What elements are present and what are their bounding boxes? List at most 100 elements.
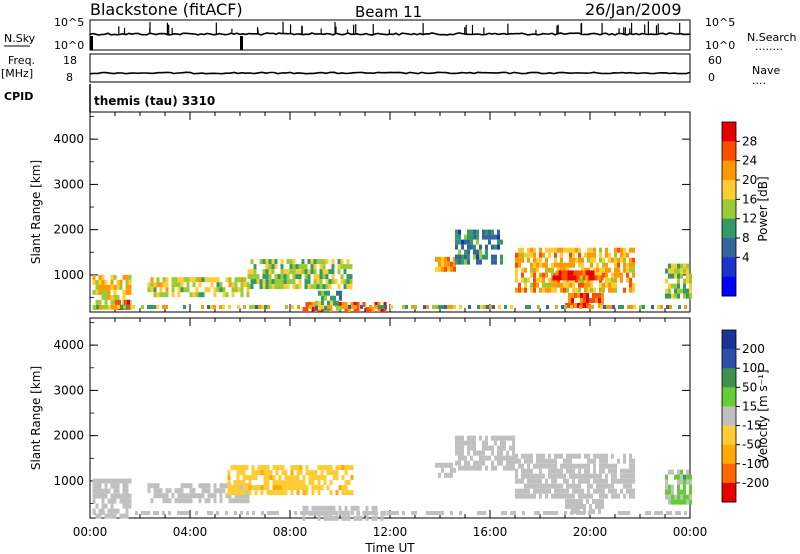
range-cell: [527, 478, 530, 484]
range-cell: [542, 287, 545, 293]
range-cell: [683, 474, 686, 480]
range-cell: [110, 274, 114, 280]
ground-scatter-cell: [297, 305, 300, 309]
range-cell: [560, 247, 563, 253]
range-cell: [536, 453, 539, 459]
range-cell: [308, 475, 312, 481]
range-cell: [485, 254, 488, 260]
range-cell: [521, 257, 524, 263]
range-cell: [266, 480, 270, 486]
range-cell: [230, 465, 234, 471]
range-cell: [521, 252, 524, 258]
range-cell: [542, 252, 545, 258]
range-cell: [524, 267, 527, 273]
range-cell: [350, 490, 354, 496]
ground-scatter-cell: [525, 305, 528, 309]
range-cell: [177, 498, 181, 504]
range-cell: [623, 287, 626, 293]
range-cell: [371, 515, 375, 521]
range-cell: [561, 275, 565, 281]
range-cell: [683, 283, 686, 289]
range-cell: [104, 279, 108, 285]
nsky-tick-top: 10^5: [54, 16, 84, 29]
range-cell: [614, 488, 617, 494]
range-cell: [626, 483, 629, 489]
range-cell: [608, 463, 611, 469]
range-cell: [298, 269, 302, 275]
range-cell: [292, 279, 296, 285]
range-cell: [343, 279, 347, 285]
range-cell: [107, 513, 111, 519]
ground-scatter-cell: [477, 305, 480, 309]
ground-scatter-cell: [576, 511, 579, 515]
range-cell: [326, 465, 330, 471]
range-cell: [623, 247, 626, 253]
range-cell: [302, 505, 306, 511]
range-cell: [668, 489, 671, 495]
range-cell: [296, 470, 300, 476]
range-cell: [608, 257, 611, 263]
range-cell: [219, 488, 223, 494]
range-cell: [329, 465, 333, 471]
range-cell: [583, 303, 586, 308]
range-cell: [350, 465, 354, 471]
range-cell: [571, 504, 574, 509]
range-cell: [518, 247, 521, 253]
range-cell: [533, 247, 536, 253]
range-cell: [512, 455, 515, 461]
range-cell: [344, 470, 348, 476]
range-cell: [125, 284, 129, 290]
range-cell: [265, 274, 269, 280]
range-cell: [308, 302, 312, 307]
range-cell: [470, 455, 473, 461]
range-cell: [578, 257, 581, 263]
ground-scatter-cell: [261, 305, 264, 309]
range-cell: [328, 284, 332, 290]
range-cell: [104, 483, 108, 489]
range-cell: [614, 473, 617, 479]
range-cell: [533, 267, 536, 273]
range-cell: [171, 292, 175, 298]
range-cell: [326, 505, 330, 511]
range-cell: [614, 247, 617, 253]
ground-scatter-cell: [273, 511, 276, 515]
ground-scatter-cell: [477, 511, 480, 515]
range-cell: [240, 292, 244, 298]
range-cell: [680, 268, 683, 274]
range-cell: [310, 269, 314, 275]
range-cell: [280, 274, 284, 280]
range-cell: [485, 445, 488, 451]
nsky-tick-bottom: 10^0: [54, 39, 84, 52]
range-cell: [626, 272, 629, 278]
range-cell: [275, 470, 279, 476]
range-cell: [339, 290, 342, 296]
range-cell: [614, 478, 617, 484]
range-cell: [356, 307, 360, 312]
range-cell: [156, 488, 160, 494]
range-cell: [262, 259, 266, 265]
range-cell: [503, 465, 506, 471]
range-cell: [545, 478, 548, 484]
range-cell: [587, 458, 590, 464]
ground-scatter-cell: [609, 305, 612, 309]
cpid-row: CPID themis (tau) 3310: [4, 84, 215, 112]
range-cell: [602, 488, 605, 494]
range-cell: [347, 515, 351, 521]
range-cell: [165, 292, 169, 298]
range-cell: [335, 515, 339, 521]
range-cell: [580, 504, 583, 509]
range-cell: [565, 499, 568, 504]
range-cell: [377, 302, 381, 307]
range-cell: [301, 269, 305, 275]
ground-scatter-cell: [132, 305, 135, 309]
range-cell: [247, 269, 251, 275]
range-cell: [473, 445, 476, 451]
range-cell: [274, 274, 278, 280]
range-cell: [530, 453, 533, 459]
range-cell: [168, 498, 172, 504]
range-cell: [584, 453, 587, 459]
range-cell: [284, 490, 288, 496]
range-cell: [234, 282, 238, 288]
ground-scatter-cell: [390, 305, 393, 309]
range-cell: [438, 256, 441, 262]
